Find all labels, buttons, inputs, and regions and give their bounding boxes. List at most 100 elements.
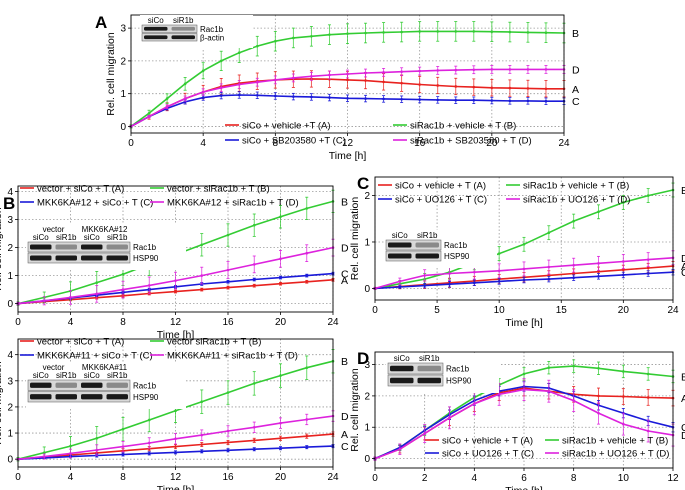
y-axis-title: Rel. cell migration bbox=[105, 32, 117, 116]
data-point bbox=[183, 97, 187, 100]
end-label-c: C bbox=[681, 267, 685, 279]
blot-lane-label: siR1b bbox=[419, 354, 440, 363]
data-point bbox=[252, 447, 256, 451]
data-point bbox=[121, 288, 125, 291]
legend: siCo + vehicle +T (A) siCo + SB203580 +T … bbox=[225, 121, 532, 147]
x-tick-label: 8 bbox=[120, 472, 126, 483]
blot-strip bbox=[385, 250, 442, 262]
x-tick-label: 4 bbox=[68, 317, 74, 328]
data-point bbox=[547, 389, 551, 393]
blot-lane-label: siR1b bbox=[56, 233, 77, 242]
data-point bbox=[547, 277, 551, 281]
data-point bbox=[201, 90, 205, 94]
y-axis: 0 1 2 3 bbox=[120, 24, 131, 133]
blot-band bbox=[55, 394, 77, 400]
data-point bbox=[497, 393, 501, 396]
data-point bbox=[622, 201, 625, 204]
x-tick-label: 0 bbox=[372, 473, 378, 484]
blot-band-label: HSP90 bbox=[446, 377, 472, 386]
x-tick-label: 10 bbox=[494, 305, 506, 316]
y-tick-label: 0 bbox=[120, 122, 126, 133]
end-label-b: B bbox=[681, 185, 685, 197]
data-point bbox=[364, 79, 367, 82]
data-point bbox=[418, 98, 421, 101]
x-tick-label: 4 bbox=[200, 138, 206, 149]
data-point bbox=[252, 439, 256, 442]
data-point bbox=[328, 73, 331, 77]
blot-strip bbox=[385, 239, 442, 251]
data-point bbox=[497, 252, 501, 255]
data-point bbox=[252, 425, 256, 429]
data-point bbox=[174, 409, 177, 413]
blot-strip bbox=[387, 374, 444, 387]
data-point bbox=[473, 270, 476, 274]
x-axis: 0 5 10 15 20 24 bbox=[372, 300, 679, 316]
y-tick-label: 3 bbox=[120, 24, 126, 35]
blot-band-label: Rac1b bbox=[133, 381, 157, 390]
blot-band bbox=[171, 26, 195, 31]
data-point bbox=[400, 70, 403, 74]
data-point bbox=[328, 96, 331, 99]
data-point bbox=[597, 367, 600, 370]
data-point bbox=[418, 30, 421, 33]
data-point bbox=[547, 231, 551, 234]
legend-item-a: siCo + vehicle +T (A) bbox=[242, 121, 331, 132]
data-point bbox=[279, 276, 282, 279]
x-tick-label: 16 bbox=[414, 138, 426, 149]
data-point bbox=[310, 74, 313, 78]
data-point bbox=[95, 292, 99, 296]
data-point bbox=[646, 258, 650, 261]
blot-lane-label: siCo bbox=[394, 354, 411, 363]
panel-label: C bbox=[357, 174, 369, 193]
y-axis: 0 1 2 bbox=[364, 191, 375, 295]
inset-blot: siCo siR1b Rac1b HSP90 bbox=[384, 230, 497, 268]
y-tick-label: 2 bbox=[364, 191, 370, 202]
data-point bbox=[292, 95, 295, 98]
data-point bbox=[490, 99, 494, 102]
y-tick-label: 1 bbox=[120, 89, 126, 100]
data-point bbox=[547, 366, 551, 369]
data-point bbox=[522, 278, 526, 282]
data-point bbox=[174, 451, 177, 454]
data-point bbox=[121, 453, 125, 456]
blot-band bbox=[171, 35, 195, 40]
data-point bbox=[572, 219, 575, 223]
data-point bbox=[398, 285, 402, 289]
legend-item-a: siCo + vehicle + T (A) bbox=[395, 181, 486, 192]
x-axis-title: Time [h] bbox=[157, 484, 195, 490]
legend-item-c: siCo + UO126 + T (C) bbox=[442, 449, 534, 460]
data-point bbox=[346, 96, 349, 100]
legend-item-c: siCo + UO126 + T (C) bbox=[395, 195, 487, 206]
data-point bbox=[279, 282, 282, 286]
data-point bbox=[423, 284, 426, 287]
blot-band bbox=[106, 244, 128, 250]
x-tick-label: 0 bbox=[15, 317, 21, 328]
data-point bbox=[400, 30, 403, 34]
end-label-c: C bbox=[341, 441, 349, 453]
data-point bbox=[497, 269, 501, 273]
data-point bbox=[292, 76, 295, 80]
data-point bbox=[364, 31, 367, 35]
data-point bbox=[508, 86, 512, 90]
data-point bbox=[597, 210, 600, 214]
x-tick-label: 2 bbox=[422, 473, 428, 484]
x-tick-label: 24 bbox=[327, 317, 339, 328]
legend-item-d: MKK6KA#12 + siRac1b + T (D) bbox=[167, 198, 299, 209]
blot-lane-label: siR1b bbox=[173, 16, 194, 25]
blot-band bbox=[81, 382, 103, 388]
data-point bbox=[121, 445, 125, 448]
end-label-c: C bbox=[341, 269, 349, 281]
y-axis-title: Rel. cell migration bbox=[0, 361, 4, 445]
x-tick-label: 24 bbox=[558, 138, 570, 149]
data-point bbox=[274, 94, 277, 98]
end-label-a: A bbox=[341, 275, 348, 287]
blot-strip bbox=[27, 252, 131, 264]
end-label-a: A bbox=[681, 393, 685, 405]
data-point bbox=[418, 83, 421, 86]
data-point bbox=[597, 262, 600, 265]
data-point bbox=[436, 84, 440, 87]
data-point bbox=[147, 441, 151, 445]
